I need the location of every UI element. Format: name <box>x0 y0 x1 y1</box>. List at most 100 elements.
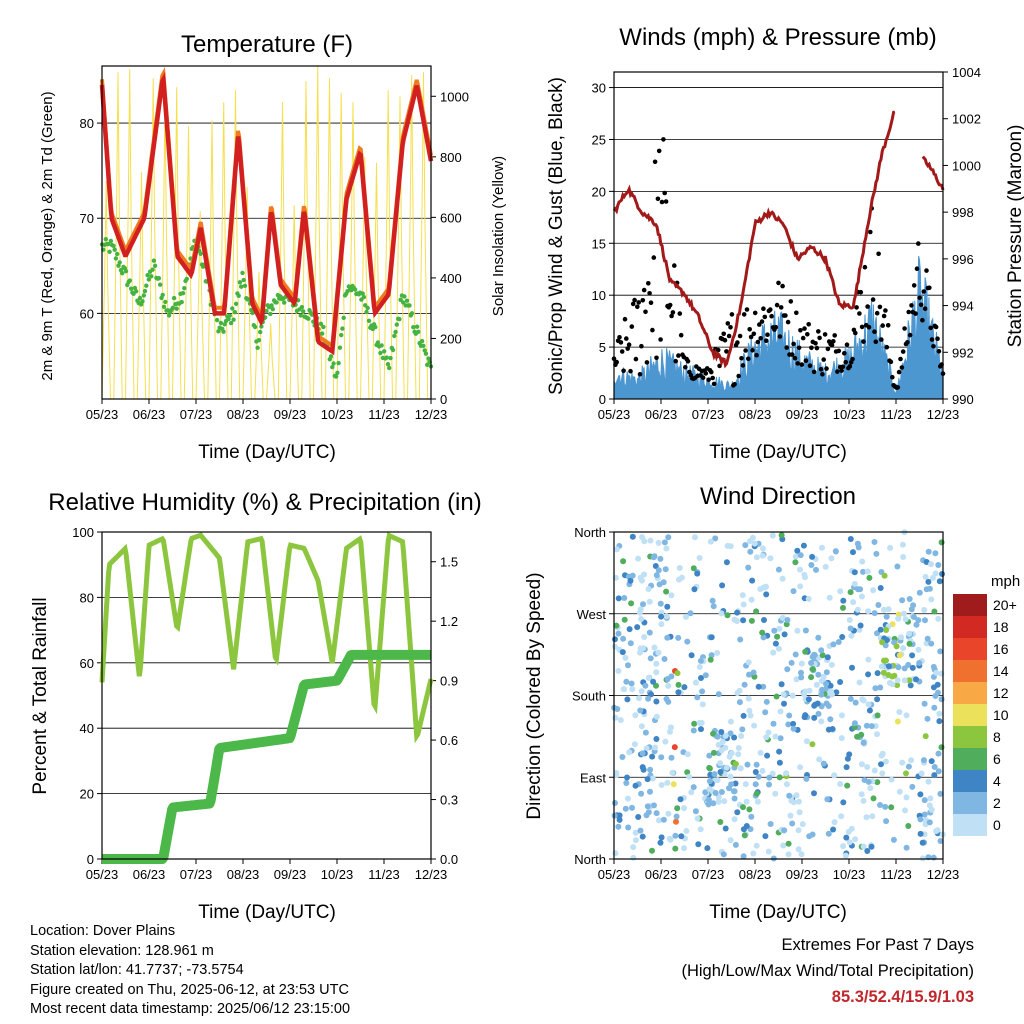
direction-point <box>748 617 755 624</box>
direction-point <box>777 735 784 742</box>
direction-point <box>653 669 660 676</box>
direction-point <box>755 773 762 780</box>
direction-point <box>706 765 713 772</box>
gust-point <box>632 297 637 303</box>
direction-point <box>688 652 695 659</box>
gust-point <box>741 312 747 317</box>
dewpoint-point <box>115 251 120 257</box>
direction-point <box>718 789 725 795</box>
direction-point <box>909 783 916 790</box>
direction-point <box>918 770 925 777</box>
direction-point <box>640 601 646 608</box>
dewpoint-point <box>170 305 176 310</box>
gust-point <box>776 280 781 286</box>
direction-point <box>637 707 644 714</box>
direction-point <box>850 599 857 606</box>
y2-tick-label: 998 <box>952 205 974 220</box>
direction-point <box>936 710 943 717</box>
direction-point <box>735 745 742 751</box>
gust-point <box>831 339 836 344</box>
gust-point <box>791 341 796 347</box>
gust-point <box>821 357 826 362</box>
direction-point <box>776 759 783 766</box>
direction-point <box>630 844 637 851</box>
gust-series <box>611 137 946 390</box>
direction-point <box>664 634 671 641</box>
direction-point <box>818 691 825 698</box>
gust-point <box>747 327 752 332</box>
y2-tick-label: 1000 <box>952 158 981 173</box>
direction-point <box>613 772 620 779</box>
direction-point <box>690 727 697 734</box>
direction-point <box>727 773 734 780</box>
direction-point <box>813 681 820 688</box>
dewpoint-point <box>360 291 365 296</box>
direction-point <box>636 609 643 616</box>
dewpoint-point <box>385 362 391 367</box>
gust-point <box>783 313 788 318</box>
direction-point <box>719 582 726 589</box>
y-tick-label: North <box>574 852 606 867</box>
y2-tick-label: 1004 <box>952 65 981 80</box>
direction-point <box>660 816 667 823</box>
direction-point <box>658 613 665 620</box>
direction-point <box>743 798 750 805</box>
gust-point <box>861 339 866 344</box>
dewpoint-point <box>382 349 387 354</box>
direction-point <box>625 824 632 831</box>
direction-point <box>616 816 623 823</box>
direction-point <box>640 766 647 773</box>
x-tick-label: 11/23 <box>368 867 400 882</box>
dewpoint-point <box>306 316 311 321</box>
gust-point <box>829 342 835 348</box>
gust-point <box>709 369 714 375</box>
direction-point <box>792 651 799 658</box>
direction-point <box>909 652 916 659</box>
direction-point <box>898 634 904 641</box>
direction-point <box>878 752 885 759</box>
direction-point <box>629 572 636 579</box>
direction-point <box>741 681 748 688</box>
direction-point <box>671 744 678 751</box>
direction-point <box>847 695 854 702</box>
direction-point <box>907 682 914 689</box>
x-tick-label: 09/23 <box>274 407 307 422</box>
direction-point <box>931 772 938 779</box>
dewpoint-point <box>320 331 325 336</box>
gust-point <box>636 300 641 305</box>
direction-point <box>854 540 861 547</box>
direction-point <box>629 533 636 540</box>
direction-point <box>913 621 920 628</box>
direction-point <box>692 679 699 686</box>
direction-point <box>763 583 769 590</box>
gust-point <box>789 352 795 357</box>
colorbar-swatch <box>953 726 987 748</box>
colorbar-swatch <box>953 682 987 704</box>
direction-point <box>790 588 797 595</box>
dewpoint-point <box>409 311 415 316</box>
direction-point <box>759 552 766 559</box>
direction-point <box>783 770 790 777</box>
direction-point <box>668 754 675 761</box>
x-tick-label: 07/23 <box>692 407 725 422</box>
y2-tick-label: 0.9 <box>440 674 458 689</box>
colorbar-swatch <box>953 770 987 792</box>
gust-point <box>617 335 622 340</box>
direction-point <box>665 810 672 817</box>
direction-series <box>611 529 946 862</box>
dewpoint-point <box>373 324 378 330</box>
humidity-title: Relative Humidity (%) & Precipitation (i… <box>48 489 481 516</box>
direction-point <box>748 596 755 603</box>
direction-point <box>842 852 849 859</box>
direction-point <box>781 631 788 638</box>
y-tick-label: 5 <box>599 340 606 355</box>
direction-point <box>708 652 715 659</box>
direction-point <box>919 839 926 846</box>
direction-point <box>675 634 682 641</box>
direction-point <box>628 680 635 687</box>
gust-point <box>715 347 721 353</box>
gust-point <box>824 366 829 371</box>
direction-point <box>781 827 788 834</box>
direction-point <box>815 634 822 641</box>
gust-point <box>663 199 669 204</box>
